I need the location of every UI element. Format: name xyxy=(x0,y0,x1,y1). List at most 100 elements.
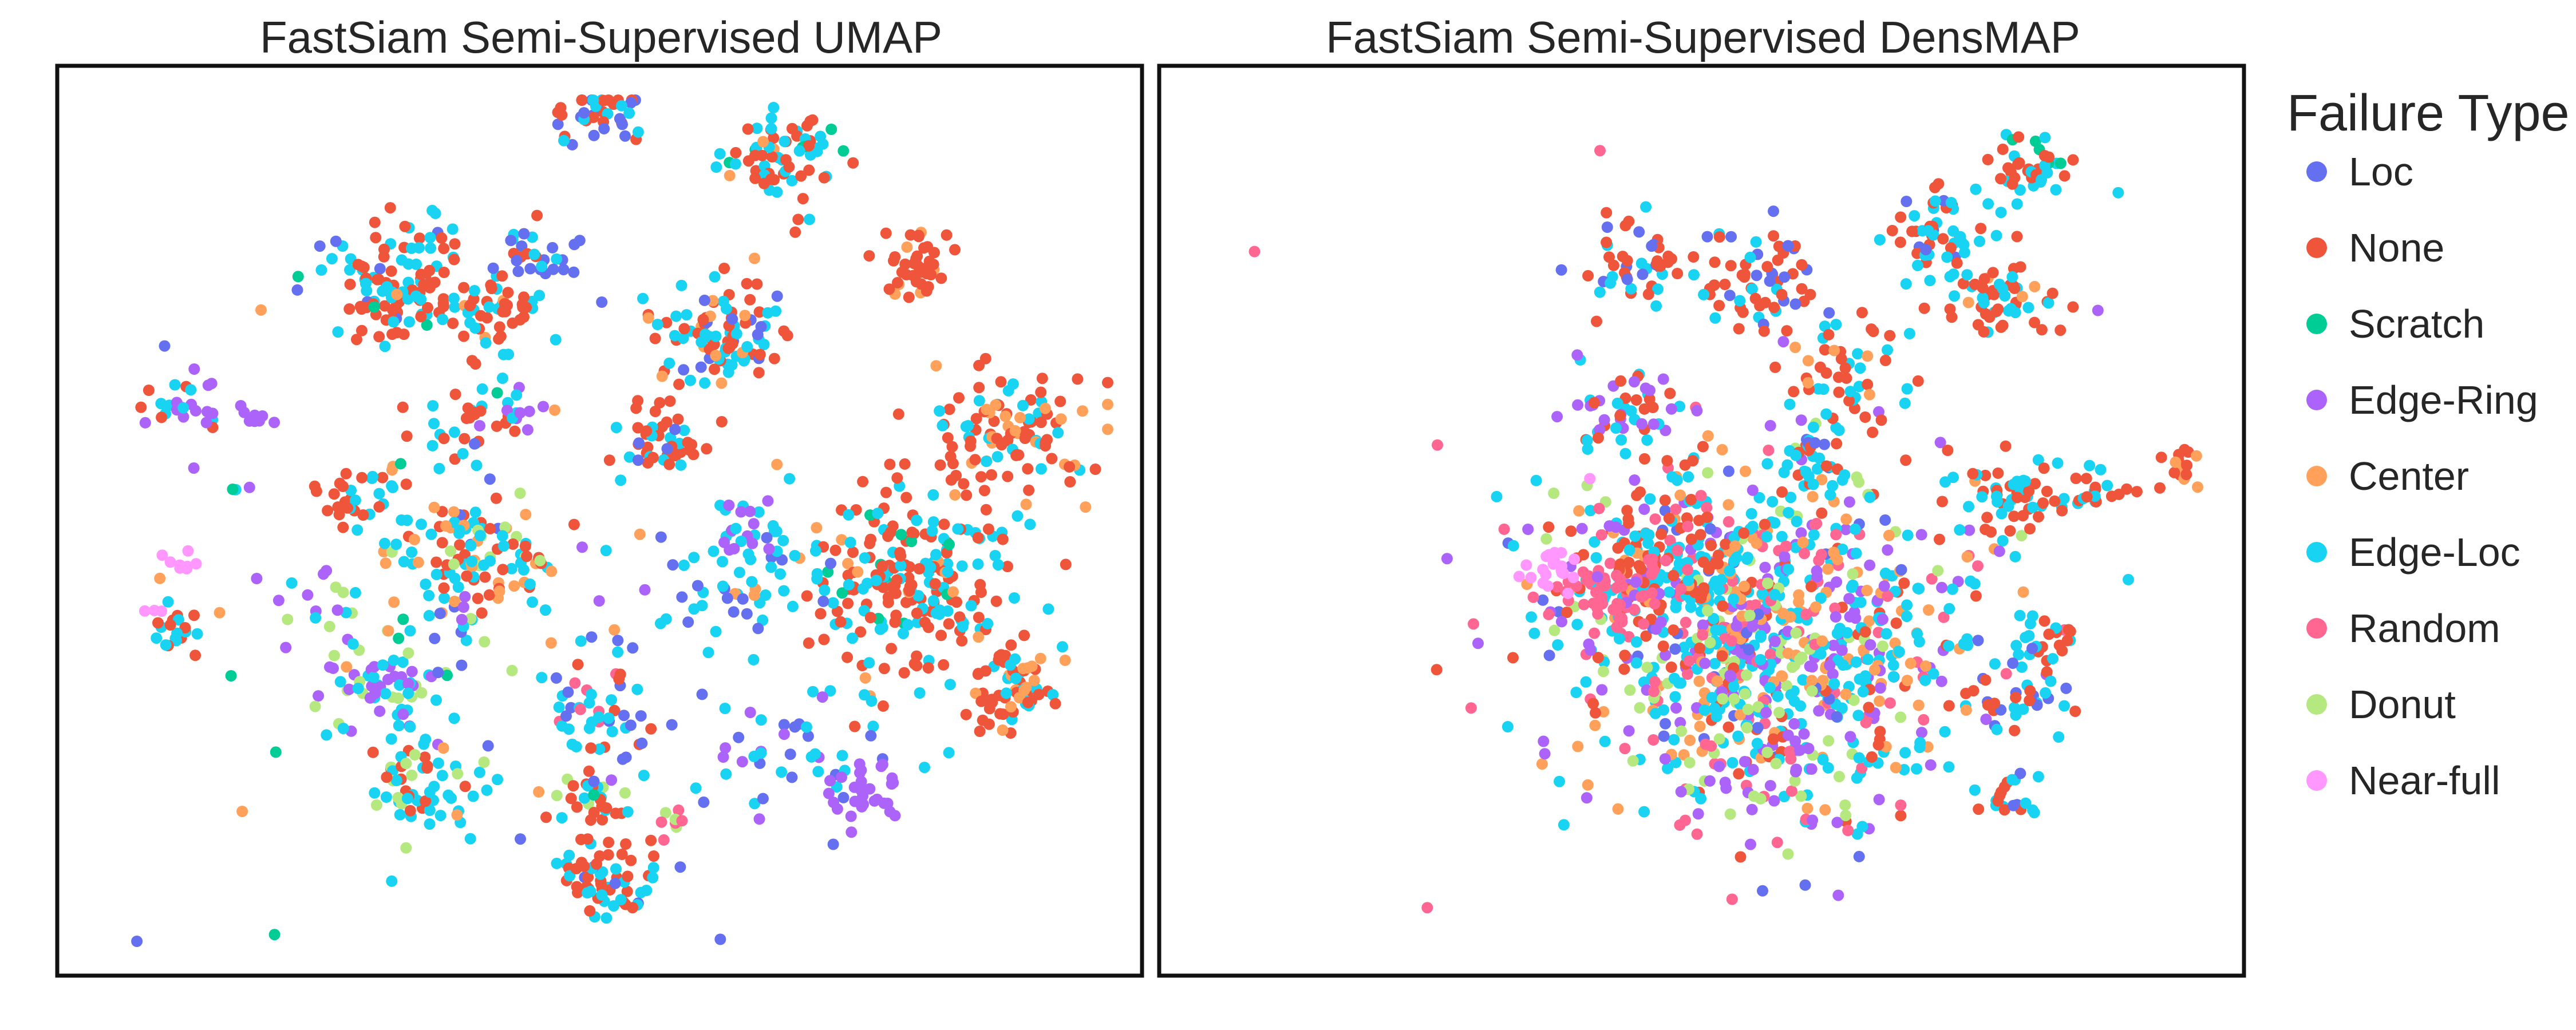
umap-point-random xyxy=(676,815,688,827)
umap-point-none xyxy=(880,227,892,239)
umap-point-none xyxy=(575,834,587,845)
densmap-point-edge-loc xyxy=(1732,730,1744,742)
densmap-point-donut xyxy=(1833,771,1845,783)
umap-point-center xyxy=(214,607,226,619)
densmap-point-random xyxy=(1592,608,1604,620)
umap-point-loc xyxy=(558,264,570,276)
densmap-point-donut xyxy=(1782,848,1794,860)
densmap-point-edge-loc xyxy=(1781,459,1793,471)
densmap-point-edge-loc xyxy=(1990,229,2002,241)
umap-point-edge-ring xyxy=(876,759,888,770)
umap-point-loc xyxy=(374,263,386,275)
umap-point-loc xyxy=(733,731,745,743)
densmap-plot-area xyxy=(1249,129,2203,914)
densmap-point-edge-loc xyxy=(1742,552,1753,564)
umap-point-loc xyxy=(552,118,564,130)
densmap-point-donut xyxy=(1701,605,1713,617)
umap-point-none xyxy=(945,450,957,462)
densmap-point-none xyxy=(1656,528,1667,540)
densmap-point-random xyxy=(1649,676,1661,688)
densmap-point-edge-loc xyxy=(1864,492,1876,503)
umap-point-none xyxy=(370,232,382,244)
umap-point-edge-loc xyxy=(424,818,436,830)
densmap-point-none xyxy=(2046,287,2059,299)
umap-point-loc xyxy=(698,796,710,808)
umap-point-edge-ring xyxy=(723,500,735,511)
umap-point-edge-ring xyxy=(639,584,651,596)
umap-point-edge-loc xyxy=(641,885,653,896)
umap-point-edge-loc xyxy=(992,559,1004,571)
umap-point-none xyxy=(938,518,950,530)
umap-point-edge-loc xyxy=(587,94,599,106)
densmap-point-center xyxy=(1694,720,1706,732)
umap-point-none xyxy=(484,522,496,534)
densmap-point-edge-loc xyxy=(1903,328,1915,339)
densmap-point-random xyxy=(1683,655,1695,667)
densmap-point-edge-loc xyxy=(1857,686,1869,698)
densmap-point-none xyxy=(2029,316,2040,328)
umap-point-loc xyxy=(487,262,499,274)
umap-point-edge-ring xyxy=(778,728,790,740)
densmap-point-edge-loc xyxy=(1730,552,1743,564)
umap-point-none xyxy=(973,612,985,623)
densmap-point-edge-loc xyxy=(1954,524,1966,536)
umap-point-center xyxy=(970,687,982,699)
densmap-point-edge-loc xyxy=(1811,463,1823,475)
densmap-point-none xyxy=(1788,386,1800,398)
densmap-point-edge-ring xyxy=(1777,336,1789,348)
densmap-point-edge-loc xyxy=(1709,312,1721,324)
umap-point-edge-loc xyxy=(594,743,606,755)
umap-point-edge-loc xyxy=(804,213,815,225)
densmap-point-loc xyxy=(1537,594,1549,606)
legend-marker-donut xyxy=(2306,694,2327,715)
densmap-point-edge-loc xyxy=(1849,523,1861,535)
umap-point-none xyxy=(857,476,869,488)
densmap-point-random xyxy=(1664,534,1676,546)
densmap-point-edge-loc xyxy=(1949,290,1960,302)
densmap-point-none xyxy=(2155,451,2167,464)
umap-point-edge-loc xyxy=(765,561,777,573)
densmap-point-edge-loc xyxy=(1817,754,1829,766)
umap-point-none xyxy=(753,367,765,379)
umap-point-edge-loc xyxy=(373,488,385,500)
densmap-point-random xyxy=(1860,716,1872,728)
densmap-point-edge-loc xyxy=(2020,797,2032,809)
umap-point-edge-loc xyxy=(776,766,788,778)
umap-point-edge-loc xyxy=(584,885,596,897)
umap-point-edge-loc xyxy=(956,560,968,572)
densmap-point-none xyxy=(1776,288,1788,300)
umap-point-scratch xyxy=(393,632,405,644)
densmap-point-none xyxy=(2013,157,2025,169)
umap-point-loc xyxy=(568,266,580,278)
umap-point-edge-loc xyxy=(775,568,786,580)
umap-point-none xyxy=(978,485,990,497)
densmap-point-edge-loc xyxy=(2006,774,2018,786)
densmap-point-none xyxy=(1694,642,1705,654)
densmap-point-edge-loc xyxy=(1965,575,1977,587)
densmap-point-edge-loc xyxy=(1615,434,1627,446)
umap-point-edge-loc xyxy=(286,577,298,589)
densmap-point-edge-loc xyxy=(1978,297,1990,308)
densmap-point-edge-loc xyxy=(1995,207,2007,219)
densmap-point-edge-loc xyxy=(1913,636,1925,648)
densmap-point-random xyxy=(1468,618,1479,630)
umap-point-none xyxy=(322,505,334,517)
umap-point-edge-loc xyxy=(481,784,493,796)
densmap-point-donut xyxy=(1847,568,1859,580)
densmap-point-none xyxy=(1621,505,1633,517)
densmap-point-near-full xyxy=(1584,473,1596,485)
umap-point-loc xyxy=(674,861,686,873)
umap-point-none xyxy=(754,348,766,360)
umap-point-edge-loc xyxy=(349,587,361,599)
densmap-point-random xyxy=(1697,629,1709,641)
densmap-point-edge-loc xyxy=(1820,408,1832,420)
umap-point-edge-loc xyxy=(859,552,871,564)
densmap-point-edge-loc xyxy=(1900,278,1912,290)
umap-point-edge-loc xyxy=(430,694,442,706)
densmap-point-none xyxy=(1918,302,1930,314)
umap-point-edge-loc xyxy=(819,584,831,596)
umap-point-scratch xyxy=(397,613,409,625)
umap-point-edge-ring xyxy=(864,783,876,795)
umap-point-edge-loc xyxy=(464,833,476,845)
umap-point-edge-loc xyxy=(424,786,436,798)
